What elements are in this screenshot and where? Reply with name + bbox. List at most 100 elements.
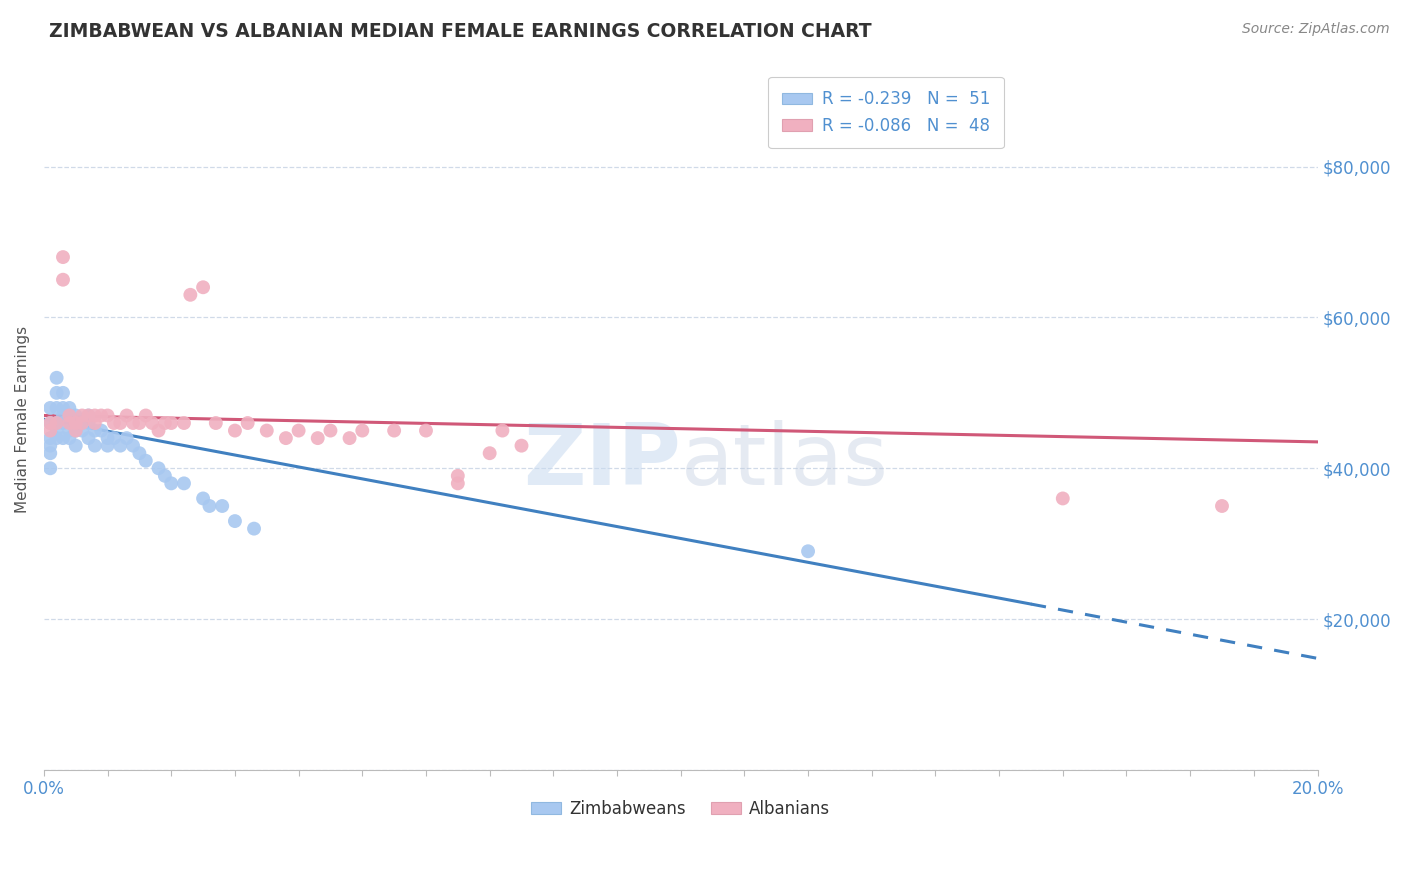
Point: [382, 424, 405, 438]
Point: [39, 431, 62, 445]
Point: [173, 476, 195, 491]
Point: [97, 439, 120, 453]
Point: [52, 409, 75, 423]
Point: [115, 409, 138, 423]
Point: [83, 416, 105, 430]
Point: [191, 280, 214, 294]
Point: [122, 439, 145, 453]
Point: [39, 416, 62, 430]
Point: [243, 522, 266, 536]
Point: [287, 424, 309, 438]
Point: [224, 424, 246, 438]
Point: [45, 371, 67, 385]
Point: [39, 424, 62, 438]
Point: [45, 416, 67, 430]
Point: [70, 416, 93, 430]
Point: [83, 439, 105, 453]
Point: [39, 461, 62, 475]
Point: [70, 424, 93, 438]
Point: [45, 431, 67, 445]
Point: [65, 439, 87, 453]
Point: [478, 446, 501, 460]
Point: [236, 416, 259, 430]
Point: [52, 401, 75, 415]
Point: [77, 409, 100, 423]
Point: [110, 416, 132, 430]
Text: atlas: atlas: [681, 420, 889, 503]
Point: [45, 385, 67, 400]
Point: [77, 431, 100, 445]
Point: [39, 439, 62, 453]
Point: [45, 424, 67, 438]
Point: [135, 409, 157, 423]
Point: [274, 431, 297, 445]
Point: [65, 424, 87, 438]
Point: [205, 416, 228, 430]
Point: [173, 416, 195, 430]
Point: [39, 401, 62, 415]
Point: [58, 401, 80, 415]
Point: [352, 424, 374, 438]
Point: [135, 454, 157, 468]
Point: [198, 499, 221, 513]
Point: [179, 287, 201, 301]
Point: [191, 491, 214, 506]
Point: [122, 416, 145, 430]
Point: [153, 416, 176, 430]
Point: [77, 409, 100, 423]
Point: [319, 424, 342, 438]
Point: [415, 424, 437, 438]
Point: [339, 431, 361, 445]
Point: [97, 431, 120, 445]
Point: [447, 476, 470, 491]
Text: Source: ZipAtlas.com: Source: ZipAtlas.com: [1241, 22, 1389, 37]
Point: [52, 385, 75, 400]
Point: [256, 424, 278, 438]
Legend: Zimbabweans, Albanians: Zimbabweans, Albanians: [524, 794, 837, 825]
Point: [103, 416, 125, 430]
Point: [97, 409, 120, 423]
Point: [224, 514, 246, 528]
Point: [52, 273, 75, 287]
Text: ZIMBABWEAN VS ALBANIAN MEDIAN FEMALE EARNINGS CORRELATION CHART: ZIMBABWEAN VS ALBANIAN MEDIAN FEMALE EAR…: [49, 22, 872, 41]
Point: [128, 446, 150, 460]
Point: [52, 250, 75, 264]
Point: [141, 416, 163, 430]
Point: [1211, 499, 1233, 513]
Point: [160, 476, 183, 491]
Point: [77, 416, 100, 430]
Text: ZIP: ZIP: [523, 420, 681, 503]
Point: [491, 424, 513, 438]
Point: [90, 424, 112, 438]
Point: [45, 416, 67, 430]
Point: [797, 544, 820, 558]
Point: [58, 424, 80, 438]
Point: [148, 424, 170, 438]
Point: [39, 416, 62, 430]
Point: [103, 431, 125, 445]
Point: [65, 416, 87, 430]
Point: [70, 416, 93, 430]
Point: [39, 446, 62, 460]
Point: [65, 424, 87, 438]
Point: [148, 461, 170, 475]
Point: [70, 409, 93, 423]
Point: [45, 401, 67, 415]
Y-axis label: Median Female Earnings: Median Female Earnings: [15, 326, 30, 513]
Point: [211, 499, 233, 513]
Point: [447, 468, 470, 483]
Point: [65, 416, 87, 430]
Point: [58, 409, 80, 423]
Point: [510, 439, 533, 453]
Point: [115, 431, 138, 445]
Point: [128, 416, 150, 430]
Point: [83, 409, 105, 423]
Point: [58, 416, 80, 430]
Point: [65, 409, 87, 423]
Point: [90, 409, 112, 423]
Point: [52, 431, 75, 445]
Point: [160, 416, 183, 430]
Point: [58, 431, 80, 445]
Point: [153, 468, 176, 483]
Point: [307, 431, 329, 445]
